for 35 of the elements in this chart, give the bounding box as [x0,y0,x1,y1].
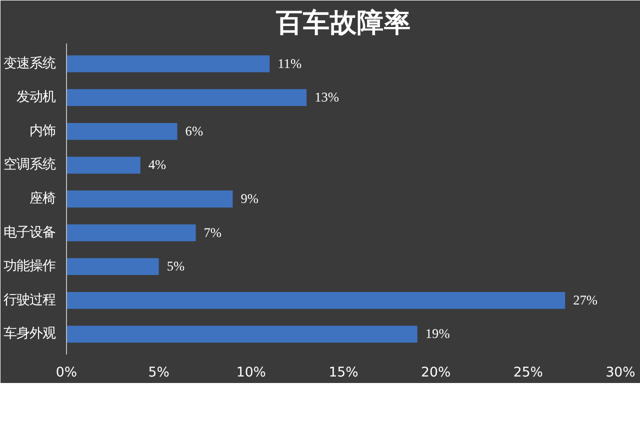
bar [66,292,566,309]
bar [66,122,178,140]
data-label: 9% [240,191,258,206]
bar [66,258,159,276]
x-tick-label: 5% [148,366,170,380]
y-tick-label: 变速系统 [4,56,56,72]
x-tick-label: 30% [606,366,636,380]
data-label: 7% [204,224,222,240]
data-label: 19% [425,326,450,342]
y-tick-label: 行驶过程 [4,292,56,308]
x-tick-label: 20% [421,366,451,380]
bar [66,190,233,208]
data-label: 11% [278,56,302,71]
y-tick-label: 发动机 [16,90,56,106]
x-tick-label: 10% [236,366,266,380]
bar [66,326,418,343]
y-tick-label: 电子设备 [4,225,56,240]
bar [66,55,270,72]
data-label: 4% [148,157,166,172]
y-tick-label: 座椅 [30,190,56,206]
bar [66,224,196,242]
x-tick-label: 0% [56,366,78,380]
data-label: 6% [185,123,204,138]
y-tick-label: 功能操作 [4,259,56,274]
y-tick-label: 内饰 [30,124,56,139]
data-label: 27% [573,292,598,308]
x-tick-label: 15% [328,366,358,380]
chart-title: 百车故障率 [275,8,411,38]
data-label: 5% [166,258,185,274]
y-tick-label: 空调系统 [4,158,56,173]
data-label: 13% [314,90,340,105]
x-tick-label: 25% [513,366,543,380]
bar [66,156,140,174]
y-tick-label: 车身外观 [4,326,56,342]
bar [66,89,307,106]
